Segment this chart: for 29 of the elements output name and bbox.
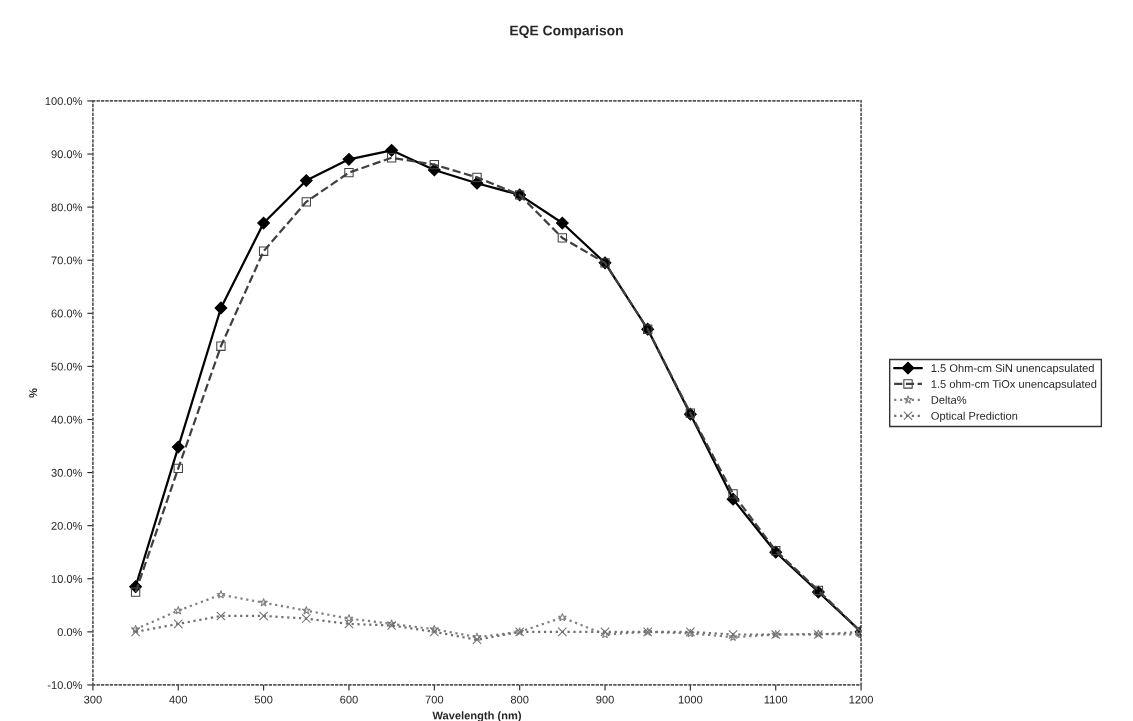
x-tick-label: 1200 [849,695,874,704]
y-tick-label: 70.0% [51,256,83,265]
y-tick-label: 20.0% [51,521,83,530]
x-tick-label: 300 [84,695,102,704]
y-axis-title: % [29,388,38,398]
y-tick-label: 40.0% [51,415,83,424]
x-tick-label: 900 [596,695,614,704]
x-axis-title: Wavelength (nm) [432,711,521,721]
y-tick-label: 30.0% [51,468,83,477]
y-tick-label: 60.0% [51,309,83,318]
x-tick-label: 1100 [764,695,788,704]
x-tick-label: 700 [425,695,444,704]
legend-label: Delta% [931,395,967,404]
legend-label: 1.5 Ohm-cm SiN unencapsulated [931,363,1094,375]
y-tick-label: 100.0% [45,97,83,106]
x-tick-label: 400 [169,695,188,704]
y-tick-label: 50.0% [51,362,83,371]
x-tick-label: 1000 [678,695,703,704]
legend-label: Optical Prediction [931,411,1018,422]
legend-label: 1.5 ohm-cm TiOx unencapsulated [931,379,1097,391]
x-tick-label: 800 [510,695,529,704]
y-tick-label: 10.0% [51,575,83,583]
y-tick-label: 80.0% [51,203,83,212]
x-tick-label: 500 [254,695,273,704]
y-tick-label: -10.0% [47,681,83,690]
x-tick-label: 600 [340,695,358,704]
y-tick-label: 90.0% [51,150,83,159]
y-tick-label: 0.0% [57,628,83,636]
chart-title: EQE Comparison [510,25,623,39]
